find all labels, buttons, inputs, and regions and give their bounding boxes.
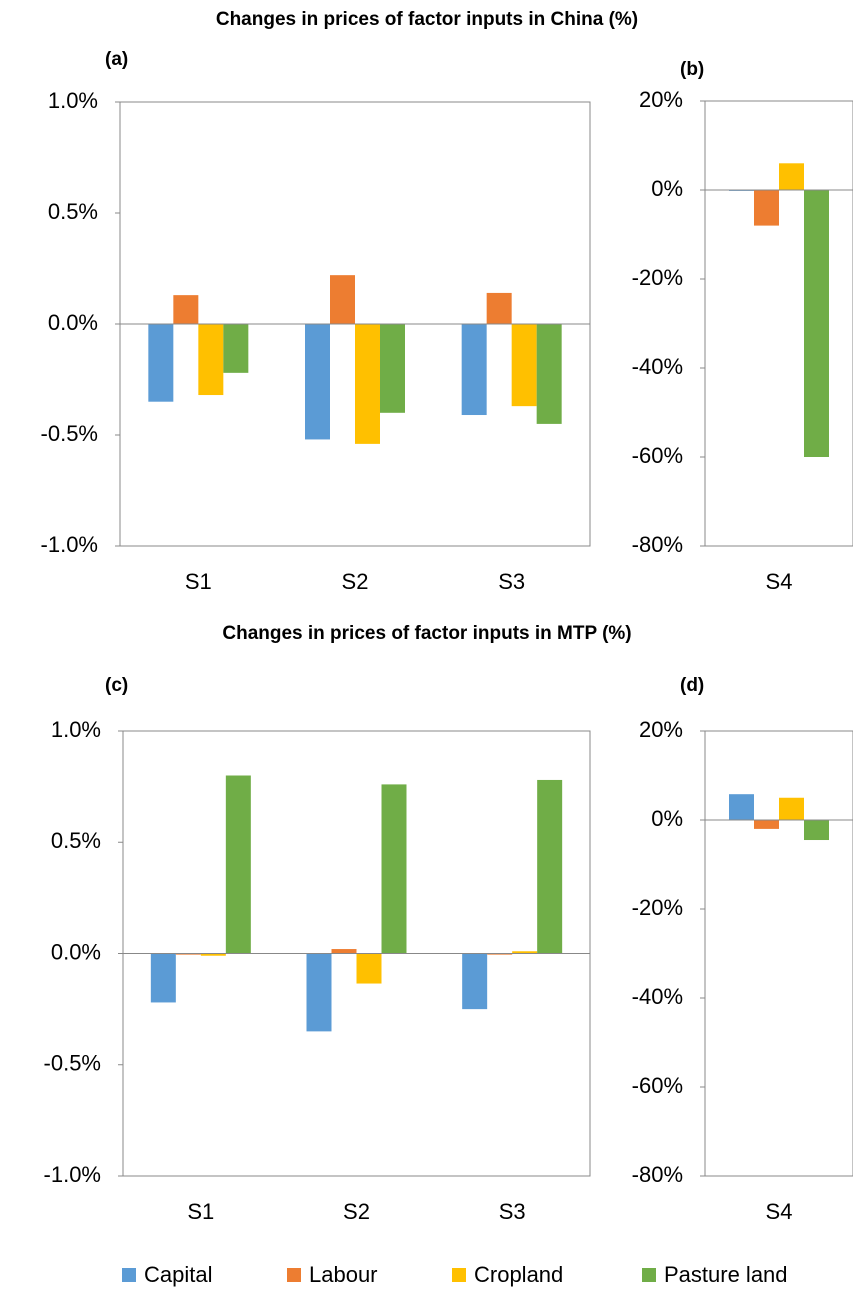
bar: [200, 953, 226, 956]
bar: [511, 324, 537, 407]
bar: [754, 190, 779, 226]
x-tick-label: S4: [766, 1199, 793, 1224]
x-tick-label: S2: [342, 569, 369, 594]
bar: [461, 324, 487, 416]
plot-area: [704, 730, 853, 1177]
bar: [462, 953, 488, 1010]
y-tick-label: -0.5%: [41, 421, 98, 446]
bar: [537, 779, 563, 954]
bar: [487, 953, 513, 955]
y-tick-label: 0.0%: [48, 310, 98, 335]
bar: [486, 292, 512, 324]
bar: [305, 324, 330, 440]
bar: [536, 324, 562, 424]
x-tick-label: S4: [766, 569, 793, 594]
y-tick-label: 0%: [651, 176, 683, 201]
panel-label: (c): [105, 675, 128, 696]
bar: [380, 324, 405, 413]
bar: [330, 275, 355, 324]
bar: [804, 190, 829, 457]
legend-swatch: [122, 1268, 136, 1282]
y-tick-label: 20%: [639, 717, 683, 742]
x-tick-label: S1: [187, 1199, 214, 1224]
y-tick-label: 0.5%: [51, 828, 101, 853]
y-tick-label: 0.5%: [48, 199, 98, 224]
bar: [148, 324, 174, 402]
chart-title: Changes in prices of factor inputs in MT…: [222, 623, 631, 644]
bar: [804, 820, 829, 841]
bar: [150, 953, 176, 1003]
legend-label: Pasture land: [664, 1262, 788, 1287]
panel-label: (d): [680, 675, 704, 696]
legend-swatch: [642, 1268, 656, 1282]
y-tick-label: 0.0%: [51, 939, 101, 964]
y-tick-label: -20%: [632, 265, 683, 290]
bar: [306, 953, 332, 1032]
x-tick-label: S3: [498, 569, 525, 594]
bar: [225, 775, 251, 954]
chart-title: Changes in prices of factor inputs in Ch…: [216, 9, 638, 30]
x-tick-label: S1: [185, 569, 212, 594]
bar: [173, 295, 199, 324]
y-tick-label: -60%: [632, 443, 683, 468]
panel-label: (b): [680, 59, 704, 80]
y-tick-label: -1.0%: [44, 1162, 101, 1187]
bar: [754, 820, 779, 829]
x-tick-label: S2: [343, 1199, 370, 1224]
bar: [779, 163, 804, 190]
y-tick-label: -20%: [632, 895, 683, 920]
bar: [175, 953, 201, 955]
y-tick-label: 20%: [639, 87, 683, 112]
legend-swatch: [452, 1268, 466, 1282]
y-tick-label: 0%: [651, 806, 683, 831]
bar: [381, 784, 407, 954]
plot-area: [704, 100, 853, 547]
bar: [198, 324, 224, 396]
bar: [779, 797, 804, 820]
y-tick-label: 1.0%: [51, 717, 101, 742]
y-tick-label: 1.0%: [48, 88, 98, 113]
bar: [729, 794, 754, 820]
x-tick-label: S3: [499, 1199, 526, 1224]
legend-label: Capital: [144, 1262, 212, 1287]
legend-label: Cropland: [474, 1262, 563, 1287]
y-tick-label: -0.5%: [44, 1051, 101, 1076]
y-tick-label: -1.0%: [41, 532, 98, 557]
bar: [512, 951, 538, 954]
y-tick-label: -80%: [632, 1162, 683, 1187]
legend-swatch: [287, 1268, 301, 1282]
panel-label: (a): [105, 49, 128, 70]
y-tick-label: -40%: [632, 984, 683, 1009]
bar: [223, 324, 249, 373]
y-tick-label: -60%: [632, 1073, 683, 1098]
bar: [331, 949, 357, 954]
bar: [356, 953, 382, 984]
legend-label: Labour: [309, 1262, 378, 1287]
bar: [355, 324, 380, 444]
y-tick-label: -80%: [632, 532, 683, 557]
y-tick-label: -40%: [632, 354, 683, 379]
